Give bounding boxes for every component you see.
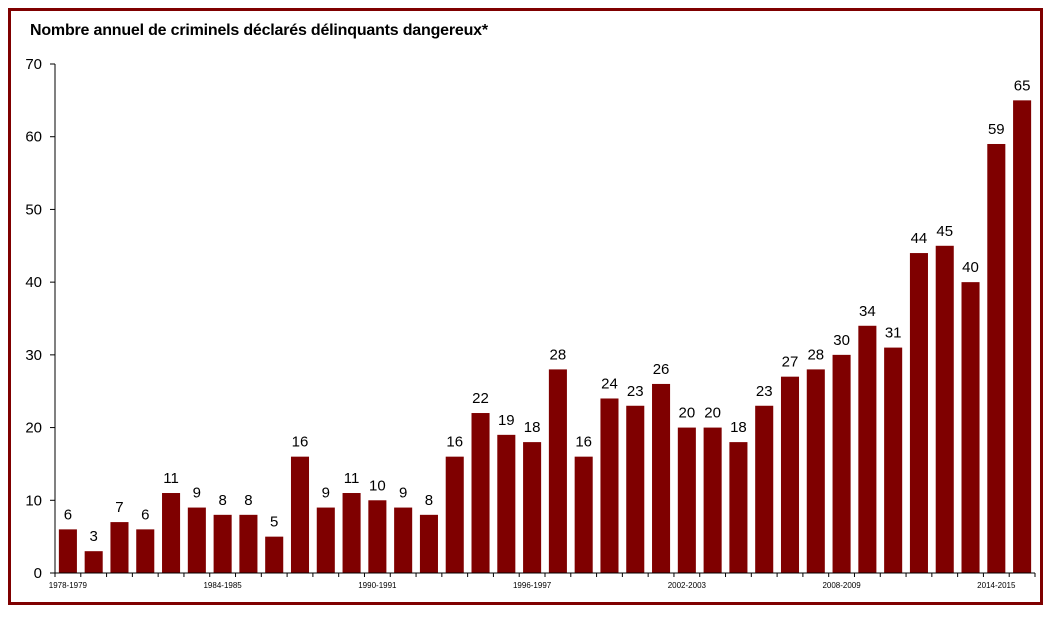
data-label: 44 [911,230,928,247]
data-label: 26 [653,361,670,378]
bar [626,405,645,573]
data-label: 23 [627,383,644,400]
bar [677,427,696,573]
data-label: 6 [64,506,72,523]
y-tick-label: 30 [25,347,42,364]
bar [187,507,206,573]
y-tick-label: 0 [34,565,42,582]
bar [213,514,232,573]
data-label: 31 [885,325,902,342]
bar [290,456,310,573]
data-label: 16 [292,434,309,451]
bar [884,347,903,573]
bar [445,456,464,573]
bar [652,383,671,573]
x-tick-label: 2002-2003 [668,581,707,590]
y-tick-label: 50 [25,201,42,218]
data-label: 40 [962,259,979,276]
x-tick-label: 1984-1985 [203,581,242,590]
bar [780,376,800,573]
data-label: 20 [704,405,721,422]
bar [316,507,335,573]
bar [58,529,77,573]
y-tick-label: 70 [25,56,42,73]
bar [832,354,851,573]
bar [419,514,438,573]
data-label: 9 [322,485,330,502]
bar [471,413,490,573]
bar [265,536,284,573]
x-tick-label: 1978-1979 [49,581,88,590]
bar [497,434,516,573]
data-label: 18 [730,419,747,436]
data-label: 27 [782,354,799,371]
data-label: 19 [498,412,515,429]
bar [1013,100,1032,573]
bar [987,143,1006,573]
bar [755,405,774,573]
bar [909,253,928,574]
data-label: 6 [141,506,149,523]
data-label: 23 [756,383,773,400]
data-label: 3 [90,528,98,545]
y-tick-label: 40 [25,274,42,291]
bar [703,427,722,573]
data-label: 5 [270,514,278,531]
x-tick-label: 2014-2015 [977,581,1016,590]
data-label: 24 [601,375,618,392]
bar [935,245,954,574]
x-tick-label: 2008-2009 [822,581,861,590]
bar [729,442,748,573]
bar [342,493,361,573]
bar [136,529,155,573]
x-axis: 1978-1979 1984-1985 1990-1991 1996-1997 2002… [49,572,1036,590]
data-label: 28 [550,346,567,363]
bar [806,369,825,573]
y-tick-label: 60 [25,129,42,146]
y-tick-label: 20 [25,420,42,437]
data-label: 16 [446,434,463,451]
data-label: 30 [833,332,850,349]
bar [548,369,567,573]
data-label: 8 [244,492,252,509]
data-label: 8 [425,492,433,509]
data-label: 65 [1014,77,1031,94]
data-label: 7 [115,499,123,516]
bar [394,507,413,573]
bar [961,282,980,573]
x-tick-label: 1990-1991 [358,581,397,590]
bar [574,456,593,573]
bar [239,514,258,573]
data-label: 20 [678,405,695,422]
data-label: 11 [344,470,360,487]
x-tick-label: 1996-1997 [513,581,552,590]
y-axis: 0 10 20 30 40 50 60 70 [25,56,56,582]
data-label: 18 [524,419,541,436]
data-label: 10 [369,477,386,494]
bar [523,442,542,573]
data-label: 59 [988,121,1005,138]
bar [600,398,619,573]
data-label: 11 [163,470,179,487]
bar [368,500,387,573]
bar [84,551,103,573]
bars [58,100,1032,574]
data-label: 22 [472,390,489,407]
data-label: 16 [575,434,592,451]
data-label: 9 [193,485,201,502]
y-tick-label: 10 [25,492,42,509]
data-label: 45 [936,223,953,240]
bar [162,493,181,573]
data-label: 28 [807,346,824,363]
chart-title: Nombre annuel de criminels déclarés déli… [30,22,488,39]
data-label: 34 [859,303,876,320]
bar [858,325,877,573]
bar [110,522,129,573]
data-label: 8 [218,492,226,509]
data-label: 9 [399,485,407,502]
